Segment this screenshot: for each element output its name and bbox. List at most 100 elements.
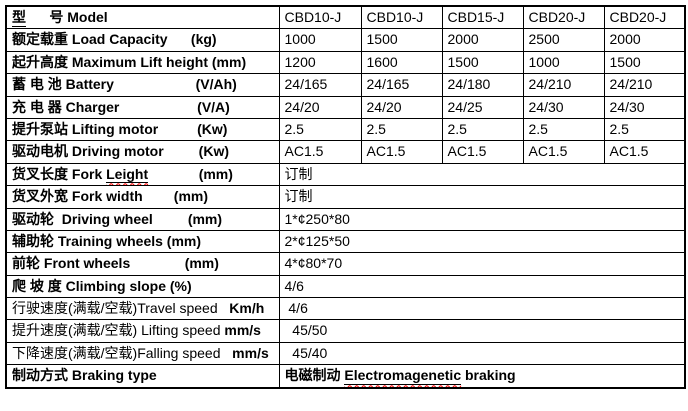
table-row-falling-speed: 下降速度(满载/空载)Falling speed mm/s 45/40 xyxy=(5,341,686,366)
row-label-front-wheels: 前轮 Front wheels (mm) xyxy=(5,252,280,276)
text-run: mm/s xyxy=(224,322,261,339)
row-label-braking-type: 制动方式 Braking type xyxy=(5,364,280,389)
value-load-capacity-col4: 2500 xyxy=(522,28,605,52)
text-run: 起升高度 Maximum Lift height (mm) xyxy=(12,53,247,70)
text-run: (mm) xyxy=(142,188,209,205)
text-run: (mm) xyxy=(130,255,219,272)
table-row-max-lift-height: 起升高度 Maximum Lift height (mm) 1200 1600 150… xyxy=(5,50,686,75)
table-row-driving-motor: 驱动电机 Driving motor (Kw) AC1.5 AC1.5 AC1.5 AC… xyxy=(5,140,686,164)
row-label-fork-width: 货叉外宽 Fork width (mm) xyxy=(5,185,280,209)
text-run: 4/6 xyxy=(284,300,308,317)
row-label-charger: 充 电 器 Charger (V/A) xyxy=(5,95,280,119)
value-lifting-motor-col4: 2.5 xyxy=(522,117,605,142)
text-run: 45/40 xyxy=(284,344,328,361)
value-driving-motor-col4: AC1.5 xyxy=(522,140,605,164)
text-run: 订制 xyxy=(284,165,313,182)
row-label-training-wheels: 辅助轮 Training wheels (mm) xyxy=(5,229,280,254)
value-driving-wheel-merged: 1*¢250*80 xyxy=(278,207,686,231)
text-run: 辅助轮 Training wheels (mm) xyxy=(12,232,202,249)
text-run: (kg) xyxy=(167,31,217,48)
value-model-col5: CBD20-J xyxy=(603,5,686,30)
value-model-col2: CBD10-J xyxy=(360,5,443,30)
text-run: Km/h xyxy=(229,300,265,317)
text-run: 前轮 Front wheels xyxy=(12,255,131,272)
value-max-lift-height-col4: 1000 xyxy=(522,50,605,75)
text-run: 制动方式 Braking type xyxy=(12,367,157,384)
row-label-battery: 蓄 电 池 Battery (V/Ah) xyxy=(5,73,280,97)
value-driving-motor-col5: AC1.5 xyxy=(603,140,686,164)
text-run: 2*¢125*50 xyxy=(284,232,350,249)
text-run: 充 电 器 Charger xyxy=(12,98,120,115)
text-run: 驱动电机 Driving motor xyxy=(12,143,164,160)
table-row-charger: 充 电 器 Charger (V/A) 24/20 24/20 24/25 24/30 2… xyxy=(5,95,686,119)
value-charger-col4: 24/30 xyxy=(522,95,605,119)
text-run xyxy=(221,345,233,361)
value-climbing-slope-merged: 4/6 xyxy=(278,274,686,299)
text-run: (Kw) xyxy=(158,120,228,137)
row-label-lifting-speed: 提升速度(满载/空载) Lifting speed mm/s xyxy=(5,319,280,343)
text-run: braking xyxy=(461,367,516,384)
row-label-fork-length: 货叉长度 Fork Leight (mm) xyxy=(5,162,280,187)
text-run: (mm) xyxy=(152,210,223,227)
spec-table-body: 型 号 Model CBD10-J CBD10-J CBD15-J CBD20-J CBD… xyxy=(5,5,686,389)
value-training-wheels-merged: 2*¢125*50 xyxy=(278,229,686,254)
spec-table: 型 号 Model CBD10-J CBD10-J CBD15-J CBD20-J CBD… xyxy=(5,5,686,389)
text-run: 45/50 xyxy=(284,322,328,339)
value-model-col3: CBD15-J xyxy=(441,5,524,30)
value-fork-length-merged: 订制 xyxy=(278,162,686,187)
text-run: 蓄 电 池 Battery xyxy=(12,76,114,93)
text-run xyxy=(26,9,49,25)
row-label-model: 型 号 Model xyxy=(5,5,280,30)
value-battery-col1: 24/165 xyxy=(278,73,362,97)
value-lifting-motor-col1: 2.5 xyxy=(278,117,362,142)
table-row-load-capacity: 额定载重 Load Capacity (kg) 1000 1500 2000 2500 2… xyxy=(5,28,686,52)
text-run: 号 Model xyxy=(49,9,108,25)
value-model-col4: CBD20-J xyxy=(522,5,605,30)
row-label-load-capacity: 额定载重 Load Capacity (kg) xyxy=(5,28,280,52)
text-run: (mm) xyxy=(148,165,233,182)
table-row-travel-speed: 行驶速度(满载/空载)Travel speed Km/h 4/6 xyxy=(5,297,686,321)
row-label-lifting-motor: 提升泵站 Lifting motor (Kw) xyxy=(5,117,280,142)
row-label-driving-wheel: 驱动轮 Driving wheel (mm) xyxy=(5,207,280,231)
table-row-training-wheels: 辅助轮 Training wheels (mm) 2*¢125*50 xyxy=(5,229,686,254)
value-front-wheels-merged: 4*¢80*70 xyxy=(278,252,686,276)
value-battery-col2: 24/165 xyxy=(360,73,443,97)
text-run: 订制 xyxy=(284,188,313,205)
table-row-driving-wheel: 驱动轮 Driving wheel (mm) 1*¢250*80 xyxy=(5,207,686,231)
value-lifting-motor-col3: 2.5 xyxy=(441,117,524,142)
value-driving-motor-col1: AC1.5 xyxy=(278,140,362,164)
row-label-driving-motor: 驱动电机 Driving motor (Kw) xyxy=(5,140,280,164)
text-run: 额定载重 Load Capacity xyxy=(12,31,168,48)
text-run: 提升泵站 Lifting motor xyxy=(12,120,159,137)
value-load-capacity-col5: 2000 xyxy=(603,28,686,52)
value-charger-col3: 24/25 xyxy=(441,95,524,119)
value-lifting-motor-col2: 2.5 xyxy=(360,117,443,142)
value-driving-motor-col2: AC1.5 xyxy=(360,140,443,164)
row-label-climbing-slope: 爬 坡 度 Climbing slope (%) xyxy=(5,274,280,299)
table-row-lifting-motor: 提升泵站 Lifting motor (Kw) 2.5 2.5 2.5 2.5 2.5 xyxy=(5,117,686,142)
value-max-lift-height-col5: 1500 xyxy=(603,50,686,75)
table-row-front-wheels: 前轮 Front wheels (mm) 4*¢80*70 xyxy=(5,252,686,276)
value-load-capacity-col1: 1000 xyxy=(278,28,362,52)
text-run: (V/Ah) xyxy=(113,76,237,93)
value-braking-type-merged: 电磁制动 Electromagenetic braking xyxy=(278,364,686,389)
text-run: (V/A) xyxy=(119,98,230,115)
text-run xyxy=(218,300,230,316)
value-max-lift-height-col3: 1500 xyxy=(441,50,524,75)
value-driving-motor-col3: AC1.5 xyxy=(441,140,524,164)
table-row-climbing-slope: 爬 坡 度 Climbing slope (%) 4/6 xyxy=(5,274,686,299)
table-row-braking-type: 制动方式 Braking type 电磁制动 Electromagenetic b… xyxy=(5,364,686,389)
text-run: mm/s xyxy=(232,344,269,361)
value-battery-col5: 24/210 xyxy=(603,73,686,97)
table-row-battery: 蓄 电 池 Battery (V/Ah) 24/165 24/165 24/180 24… xyxy=(5,73,686,97)
text-run: 爬 坡 度 Climbing slope (%) xyxy=(12,277,192,294)
text-run: 下降速度(满载/空载)Falling speed xyxy=(12,344,221,361)
table-row-model: 型 号 Model CBD10-J CBD10-J CBD15-J CBD20-J CBD… xyxy=(5,5,686,30)
value-travel-speed-merged: 4/6 xyxy=(278,297,686,321)
text-run: 电磁制动 xyxy=(284,367,345,384)
value-max-lift-height-col2: 1600 xyxy=(360,50,443,75)
value-lifting-motor-col5: 2.5 xyxy=(603,117,686,142)
value-load-capacity-col2: 1500 xyxy=(360,28,443,52)
value-lifting-speed-merged: 45/50 xyxy=(278,319,686,343)
